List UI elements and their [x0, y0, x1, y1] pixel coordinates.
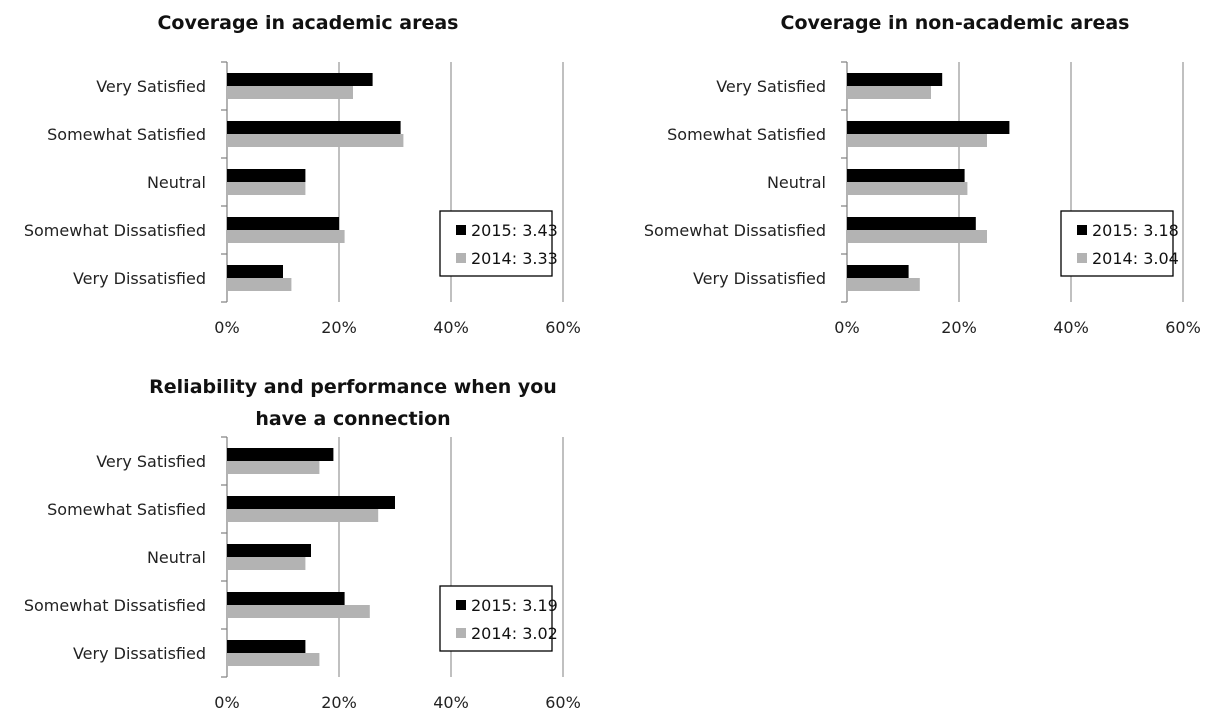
bar-series-1 [847, 169, 965, 182]
bar-series-1 [227, 640, 306, 653]
bar-series-2 [227, 182, 306, 195]
x-tick-label: 0% [214, 693, 239, 712]
bar-series-1 [847, 73, 943, 86]
legend-swatch [456, 253, 466, 263]
x-tick-label: 20% [321, 318, 357, 337]
bar-series-1 [227, 169, 306, 182]
legend: 2015: 3.19 2014: 3.02 [439, 585, 558, 652]
bar-series-1 [227, 121, 401, 134]
x-tick-label: 40% [433, 693, 469, 712]
bar-series-2 [227, 230, 345, 243]
x-tick-label: 40% [433, 318, 469, 337]
category-label: Neutral [767, 173, 826, 192]
legend-label: 2014: 3.33 [471, 249, 558, 268]
legend: 2015: 3.18 2014: 3.04 [1060, 210, 1179, 277]
chart-panel-2: Coverage in non-academic areas 0% 20% 40% 60… [644, 12, 1201, 337]
bar-series-2 [847, 230, 987, 243]
category-label: Very Dissatisfied [73, 644, 206, 663]
bar-series-2 [847, 86, 931, 99]
bar-series-1 [227, 217, 339, 230]
bar-series-2 [227, 278, 292, 291]
legend-label: 2014: 3.04 [1092, 249, 1179, 268]
bar-series-1 [227, 496, 395, 509]
x-tick-label: 60% [1165, 318, 1201, 337]
category-label: Somewhat Dissatisfied [24, 596, 206, 615]
chart-title-line: Coverage in non-academic areas [781, 12, 1130, 34]
bar-series-1 [847, 121, 1010, 134]
bar-series-1 [847, 217, 976, 230]
bar-series-1 [227, 544, 311, 557]
category-label: Very Dissatisfied [693, 269, 826, 288]
bar-series-2 [227, 605, 370, 618]
x-tick-label: 60% [545, 318, 581, 337]
legend-label: 2014: 3.02 [471, 624, 558, 643]
chart-panel-3: Reliability and performance when you have… [24, 376, 581, 712]
category-label: Very Satisfied [96, 77, 206, 96]
legend-label: 2015: 3.18 [1092, 221, 1179, 240]
category-label: Somewhat Dissatisfied [24, 221, 206, 240]
chart-title-line: have a connection [255, 408, 450, 430]
category-label: Somewhat Dissatisfied [644, 221, 826, 240]
legend-swatch [456, 628, 466, 638]
x-tick-label: 20% [321, 693, 357, 712]
bar-series-1 [227, 592, 345, 605]
category-label: Somewhat Satisfied [47, 125, 206, 144]
bar-series-2 [227, 461, 320, 474]
bar-series-1 [847, 265, 909, 278]
legend-box [439, 585, 553, 652]
category-label: Somewhat Satisfied [47, 500, 206, 519]
bar-series-2 [847, 182, 968, 195]
chart-panel-1: Coverage in academic areas 0% 20% 40% 60% Ver… [24, 12, 581, 337]
bar-series-1 [227, 73, 373, 86]
bar-series-2 [227, 509, 379, 522]
x-tick-label: 40% [1053, 318, 1089, 337]
category-label: Neutral [147, 173, 206, 192]
chart-title-line: Reliability and performance when you [149, 376, 557, 398]
x-tick-label: 60% [545, 693, 581, 712]
bar-series-1 [227, 265, 283, 278]
legend: 2015: 3.43 2014: 3.33 [439, 210, 558, 277]
category-label: Neutral [147, 548, 206, 567]
legend-swatch [456, 600, 466, 610]
x-tick-label: 20% [941, 318, 977, 337]
bar-series-2 [227, 134, 404, 147]
category-label: Very Satisfied [716, 77, 826, 96]
category-label: Very Dissatisfied [73, 269, 206, 288]
bar-series-1 [227, 448, 334, 461]
legend-box [1060, 210, 1174, 277]
category-label: Very Satisfied [96, 452, 206, 471]
legend-box [439, 210, 553, 277]
x-tick-label: 0% [214, 318, 239, 337]
legend-swatch [1077, 253, 1087, 263]
bar-series-2 [227, 86, 353, 99]
bar-series-2 [847, 134, 987, 147]
chart-title-line: Coverage in academic areas [157, 12, 458, 34]
legend-swatch [456, 225, 466, 235]
legend-label: 2015: 3.19 [471, 596, 558, 615]
legend-swatch [1077, 225, 1087, 235]
x-tick-label: 0% [834, 318, 859, 337]
legend-label: 2015: 3.43 [471, 221, 558, 240]
bar-series-2 [227, 653, 320, 666]
bar-series-2 [847, 278, 920, 291]
bar-series-2 [227, 557, 306, 570]
category-label: Somewhat Satisfied [667, 125, 826, 144]
